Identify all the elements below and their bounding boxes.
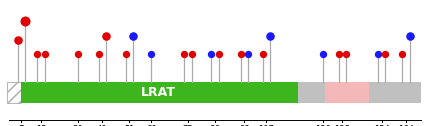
Point [208, 53, 215, 55]
FancyBboxPatch shape [22, 82, 298, 103]
Text: 60: 60 [146, 125, 157, 126]
Point [188, 53, 195, 55]
Point [22, 20, 28, 22]
Text: 138: 138 [335, 125, 350, 126]
Text: 86: 86 [210, 125, 220, 126]
Text: 30: 30 [73, 125, 83, 126]
Point [148, 53, 155, 55]
Text: 7: 7 [19, 125, 24, 126]
Point [237, 53, 244, 55]
Point [129, 35, 136, 37]
Point [267, 35, 273, 37]
Point [259, 53, 266, 55]
Text: 98: 98 [239, 125, 250, 126]
Point [399, 53, 406, 55]
Point [245, 53, 252, 55]
Text: 15: 15 [36, 125, 46, 126]
Point [181, 53, 188, 55]
Point [335, 53, 342, 55]
Point [382, 53, 389, 55]
FancyBboxPatch shape [7, 82, 22, 103]
Text: 107: 107 [258, 125, 274, 126]
Point [215, 53, 222, 55]
Point [41, 53, 48, 55]
Point [74, 53, 81, 55]
Point [122, 53, 129, 55]
Text: 164: 164 [398, 125, 414, 126]
Text: 51: 51 [124, 125, 135, 126]
FancyBboxPatch shape [369, 82, 421, 103]
Point [343, 53, 350, 55]
Point [406, 35, 413, 37]
Point [102, 35, 109, 37]
Text: 75: 75 [183, 125, 194, 126]
Text: 130: 130 [315, 125, 331, 126]
Text: LRAT: LRAT [141, 86, 176, 99]
Text: 154: 154 [374, 125, 390, 126]
Point [34, 53, 41, 55]
FancyBboxPatch shape [298, 82, 325, 103]
Point [375, 53, 381, 55]
Point [14, 39, 21, 41]
Text: 40: 40 [97, 125, 108, 126]
Point [319, 53, 326, 55]
Point [95, 53, 102, 55]
FancyBboxPatch shape [325, 82, 369, 103]
